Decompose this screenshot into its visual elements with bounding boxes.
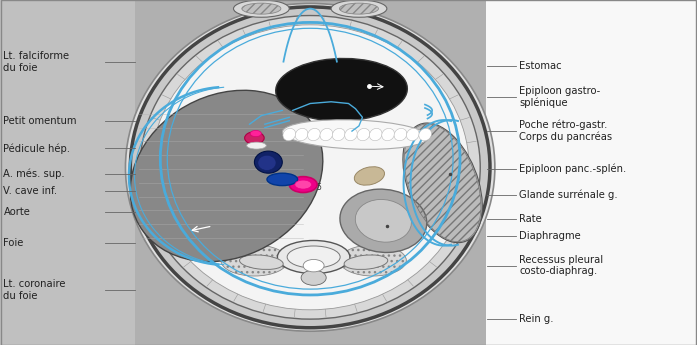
Ellipse shape	[254, 151, 282, 173]
Text: Epiploon gastro-
splénique: Epiploon gastro- splénique	[519, 86, 601, 108]
Ellipse shape	[130, 90, 323, 262]
Ellipse shape	[339, 245, 406, 276]
Ellipse shape	[277, 240, 350, 274]
Text: Estomac: Estomac	[519, 61, 562, 70]
Text: Epiploon panc.-splén.: Epiploon panc.-splén.	[519, 164, 627, 174]
Text: Foie: Foie	[3, 238, 24, 248]
Ellipse shape	[332, 128, 345, 141]
Ellipse shape	[283, 128, 296, 141]
Ellipse shape	[233, 0, 289, 17]
Ellipse shape	[245, 132, 264, 144]
Text: Pédicule hép.: Pédicule hép.	[3, 143, 70, 154]
Ellipse shape	[130, 7, 490, 328]
Text: Petit omentum: Petit omentum	[3, 116, 77, 126]
Ellipse shape	[242, 3, 281, 14]
Ellipse shape	[301, 270, 326, 285]
Ellipse shape	[287, 246, 340, 268]
Ellipse shape	[320, 128, 332, 141]
Ellipse shape	[403, 123, 482, 243]
FancyBboxPatch shape	[486, 0, 697, 345]
Ellipse shape	[289, 177, 317, 193]
Ellipse shape	[357, 128, 369, 141]
Ellipse shape	[339, 3, 378, 14]
Ellipse shape	[331, 0, 387, 17]
Ellipse shape	[394, 128, 407, 141]
Text: Rein g.: Rein g.	[519, 314, 553, 324]
Ellipse shape	[419, 128, 431, 141]
Text: V. cave inf.: V. cave inf.	[3, 187, 58, 196]
Ellipse shape	[406, 128, 419, 141]
Text: Lt. coronaire
du foie: Lt. coronaire du foie	[3, 279, 66, 300]
Ellipse shape	[354, 167, 385, 185]
Text: Rate: Rate	[519, 214, 542, 224]
Ellipse shape	[140, 16, 480, 319]
Ellipse shape	[344, 255, 388, 269]
Ellipse shape	[151, 25, 469, 310]
Ellipse shape	[295, 180, 312, 189]
Ellipse shape	[267, 173, 298, 186]
Text: Diaphragme: Diaphragme	[519, 231, 581, 241]
Ellipse shape	[240, 255, 283, 269]
Ellipse shape	[307, 128, 321, 141]
Ellipse shape	[355, 199, 411, 242]
Ellipse shape	[125, 3, 495, 331]
FancyBboxPatch shape	[0, 0, 135, 345]
Ellipse shape	[340, 189, 427, 253]
Ellipse shape	[369, 128, 382, 141]
Text: Recessus pleural
costo-diaphrag.: Recessus pleural costo-diaphrag.	[519, 255, 604, 276]
Ellipse shape	[250, 130, 261, 137]
Ellipse shape	[282, 120, 429, 149]
Text: Lt. falciforme
du foie: Lt. falciforme du foie	[3, 51, 70, 73]
Ellipse shape	[345, 128, 358, 141]
Ellipse shape	[247, 142, 266, 149]
Text: Glande surrénale g.: Glande surrénale g.	[519, 190, 618, 200]
Ellipse shape	[276, 58, 407, 121]
Ellipse shape	[258, 155, 276, 170]
Text: Poche rétro-gastr.
Corps du pancréas: Poche rétro-gastr. Corps du pancréas	[519, 120, 613, 142]
Ellipse shape	[303, 259, 324, 272]
Text: Aorte: Aorte	[3, 207, 31, 217]
Text: 5: 5	[317, 184, 321, 193]
Text: A. més. sup.: A. més. sup.	[3, 169, 65, 179]
Ellipse shape	[382, 128, 395, 141]
Ellipse shape	[296, 128, 308, 141]
Ellipse shape	[221, 245, 288, 276]
